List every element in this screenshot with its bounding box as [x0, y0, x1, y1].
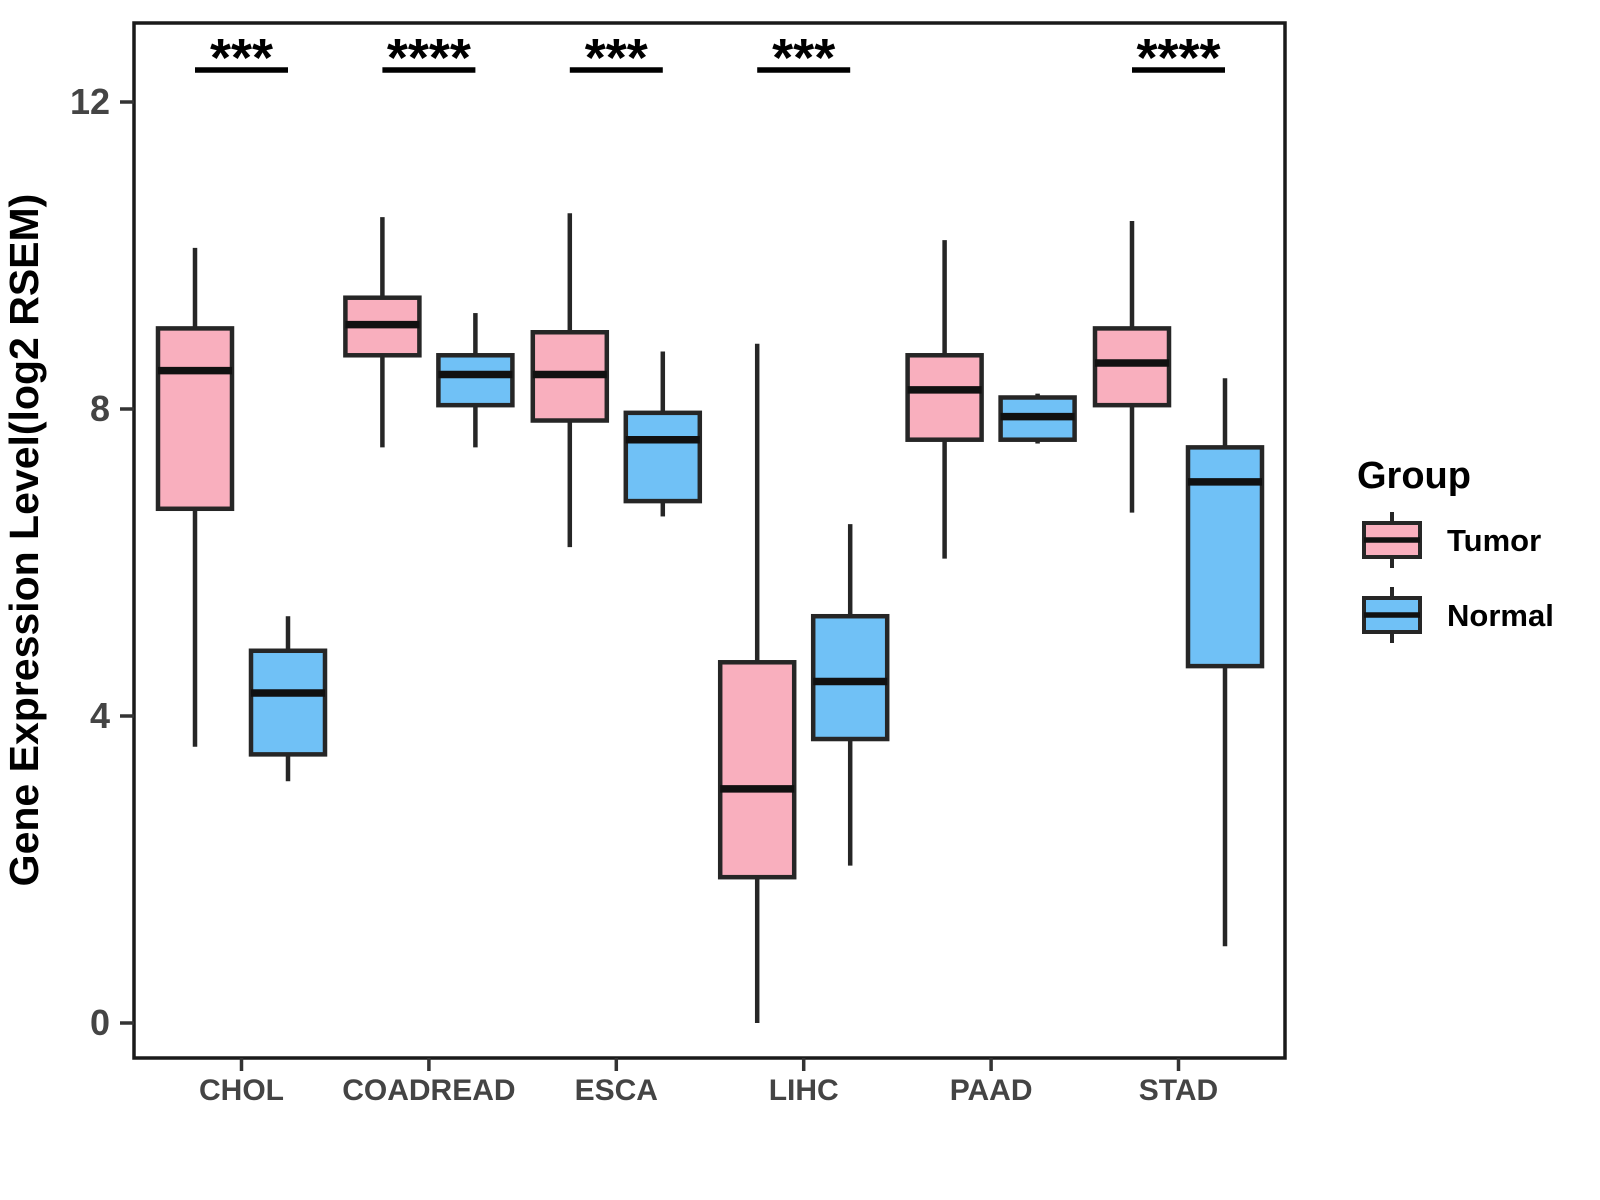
normal-boxplot-COADREAD	[436, 313, 515, 448]
x-tick-label-CHOL: CHOL	[199, 1074, 284, 1107]
y-tick-label-4: 4	[90, 695, 110, 736]
legend-key-tumor	[1362, 512, 1422, 568]
tumor-boxplot-LIHC	[717, 343, 797, 1023]
tumor-boxplot-COADREAD	[343, 217, 422, 448]
x-tick-label-LIHC: LIHC	[769, 1074, 839, 1107]
legend-key-normal	[1362, 587, 1422, 643]
legend-label-normal: Normal	[1447, 598, 1554, 633]
y-axis-title: Gene Expression Level(log2 RSEM)	[1, 194, 47, 887]
sig-stars-CHOL: ***	[210, 28, 273, 88]
x-tick-label-ESCA: ESCA	[575, 1074, 658, 1107]
panel-border	[132, 21, 1287, 1060]
normal-boxplot-ESCA	[623, 351, 703, 517]
iqr-box	[810, 613, 890, 742]
normal-boxplot-CHOL	[248, 616, 328, 782]
x-tick-label-COADREAD: COADREAD	[342, 1074, 515, 1107]
iqr-box	[1092, 326, 1172, 408]
sig-stars-STAD: ****	[1136, 28, 1220, 88]
tumor-boxplot-PAAD	[905, 240, 984, 559]
y-tick-label-12: 12	[70, 81, 110, 122]
legend-label-tumor: Tumor	[1447, 523, 1541, 558]
iqr-box	[436, 353, 515, 408]
iqr-box	[155, 326, 235, 512]
x-tick-label-STAD: STAD	[1139, 1074, 1218, 1107]
iqr-box	[248, 648, 328, 757]
normal-boxplot-STAD	[1185, 378, 1265, 947]
iqr-box	[717, 660, 797, 880]
sig-stars-ESCA: ***	[585, 28, 648, 88]
tumor-boxplot-STAD	[1092, 220, 1172, 513]
sig-stars-COADREAD: ****	[387, 28, 471, 88]
y-tick-label-8: 8	[90, 388, 110, 429]
tumor-boxplot-ESCA	[530, 213, 610, 548]
normal-boxplot-LIHC	[810, 524, 890, 866]
tumor-boxplot-CHOL	[155, 247, 235, 747]
sig-stars-LIHC: ***	[772, 28, 835, 88]
y-tick-label-0: 0	[90, 1002, 110, 1043]
normal-boxplot-PAAD	[998, 393, 1077, 444]
iqr-box	[623, 410, 703, 504]
iqr-box	[905, 353, 984, 442]
x-tick-label-PAAD: PAAD	[950, 1074, 1033, 1107]
legend-title: Group	[1357, 455, 1471, 497]
